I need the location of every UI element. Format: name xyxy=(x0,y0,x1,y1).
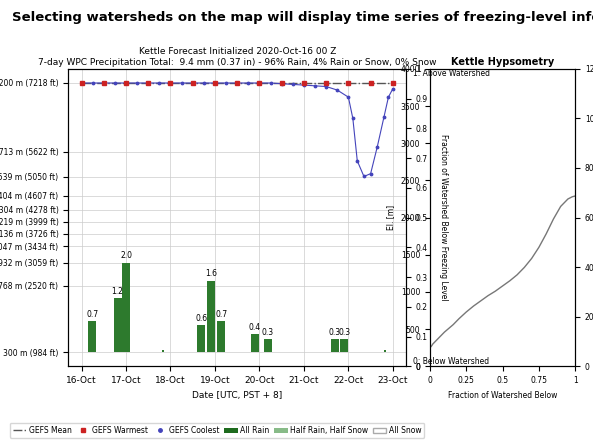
Text: Selecting watersheds on the map will display time series of freezing-level infor: Selecting watersheds on the map will dis… xyxy=(12,11,593,24)
Text: 0.6: 0.6 xyxy=(195,314,207,323)
Bar xyxy=(114,298,122,352)
Bar xyxy=(264,339,272,352)
Text: 0.4: 0.4 xyxy=(248,323,260,332)
Text: 1.2: 1.2 xyxy=(111,287,123,296)
Bar xyxy=(161,350,164,352)
Y-axis label: El. [m]: El. [m] xyxy=(386,205,395,230)
X-axis label: Fraction of Watershed Below: Fraction of Watershed Below xyxy=(448,391,557,400)
Bar xyxy=(197,325,205,352)
Bar xyxy=(384,350,386,352)
Bar xyxy=(207,281,215,352)
Text: 0.7: 0.7 xyxy=(86,309,98,319)
Text: 0.3: 0.3 xyxy=(339,328,350,337)
Text: 0.3: 0.3 xyxy=(262,328,274,337)
Bar xyxy=(123,262,130,352)
Bar xyxy=(250,334,259,352)
Bar xyxy=(217,321,225,352)
Bar xyxy=(340,339,349,352)
Title: Kettle Forecast Initialized 2020-Oct-16 00 Z
7-day WPC Precipitation Total:  9.4: Kettle Forecast Initialized 2020-Oct-16 … xyxy=(38,47,436,67)
Title: Kettle Hypsometry: Kettle Hypsometry xyxy=(451,57,554,67)
Text: 0.3: 0.3 xyxy=(329,328,340,337)
Text: 2.0: 2.0 xyxy=(120,251,132,261)
X-axis label: Date [UTC, PST + 8]: Date [UTC, PST + 8] xyxy=(192,391,282,400)
Text: 0.7: 0.7 xyxy=(215,309,227,319)
Bar xyxy=(88,321,96,352)
Text: 1.6: 1.6 xyxy=(205,270,217,278)
Bar xyxy=(331,339,339,352)
Legend: GEFS Mean, GEFS Warmest, GEFS Coolest, All Rain, Half Rain, Half Snow, All Snow: GEFS Mean, GEFS Warmest, GEFS Coolest, A… xyxy=(9,423,425,438)
Text: 1: Above Watershed: 1: Above Watershed xyxy=(413,69,490,78)
Text: 0: Below Watershed: 0: Below Watershed xyxy=(413,357,489,366)
Y-axis label: Fraction of Watershed Below Freezing Level: Fraction of Watershed Below Freezing Lev… xyxy=(439,134,448,301)
